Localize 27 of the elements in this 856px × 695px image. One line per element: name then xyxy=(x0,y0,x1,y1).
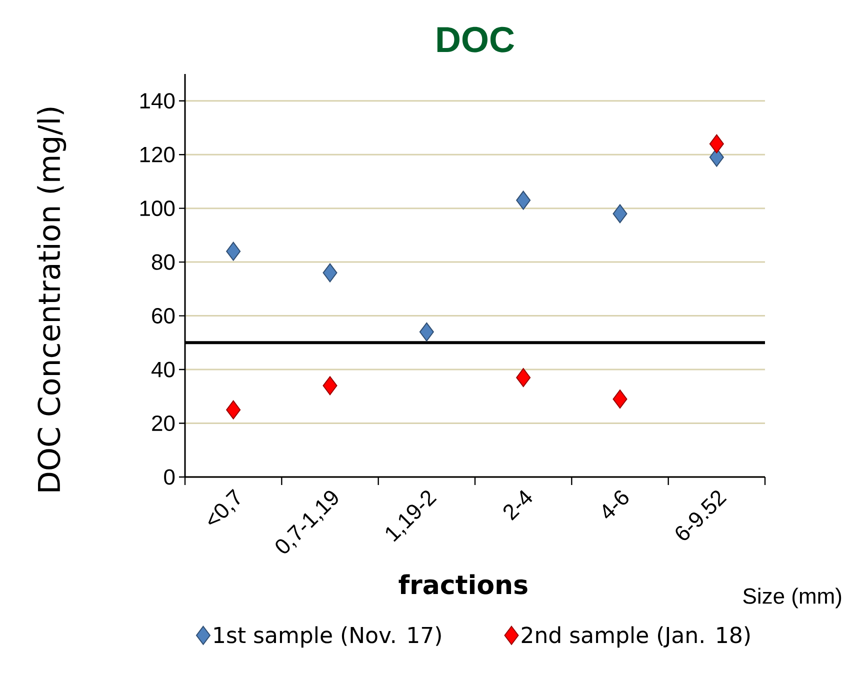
point xyxy=(516,190,531,210)
legend-label: 1st sample (Nov. 17) xyxy=(214,626,441,648)
point xyxy=(322,263,338,282)
y-tick-label: 120 xyxy=(140,146,175,162)
y-tick-label: 0 xyxy=(164,469,175,485)
y-tick-label: 80 xyxy=(152,254,175,270)
y-tick-label: 60 xyxy=(152,308,175,324)
x-tick-label: 4-6 xyxy=(602,490,628,519)
y-tick-label: 100 xyxy=(140,200,175,216)
point xyxy=(322,376,338,396)
point xyxy=(612,204,628,224)
point xyxy=(226,400,241,420)
x-axis-title: fractions xyxy=(398,574,528,594)
x-tick-label: <0,7 xyxy=(208,488,240,524)
point xyxy=(419,322,434,342)
x-tick-label: 2-4 xyxy=(504,490,532,521)
point xyxy=(516,368,531,388)
text: Size (mm) xyxy=(743,588,842,608)
y-tick-label: 20 xyxy=(152,415,175,432)
point xyxy=(226,242,241,261)
y-tick-label: 140 xyxy=(140,93,175,109)
legend-label: 2nd sample (Jan. 18) xyxy=(522,626,750,648)
point xyxy=(612,390,628,409)
chart-title: DOC xyxy=(437,26,514,52)
y-tick-label: 40 xyxy=(152,362,175,378)
point xyxy=(709,134,724,154)
y-axis-title: DOC Concentration (mg/l) xyxy=(37,108,66,492)
